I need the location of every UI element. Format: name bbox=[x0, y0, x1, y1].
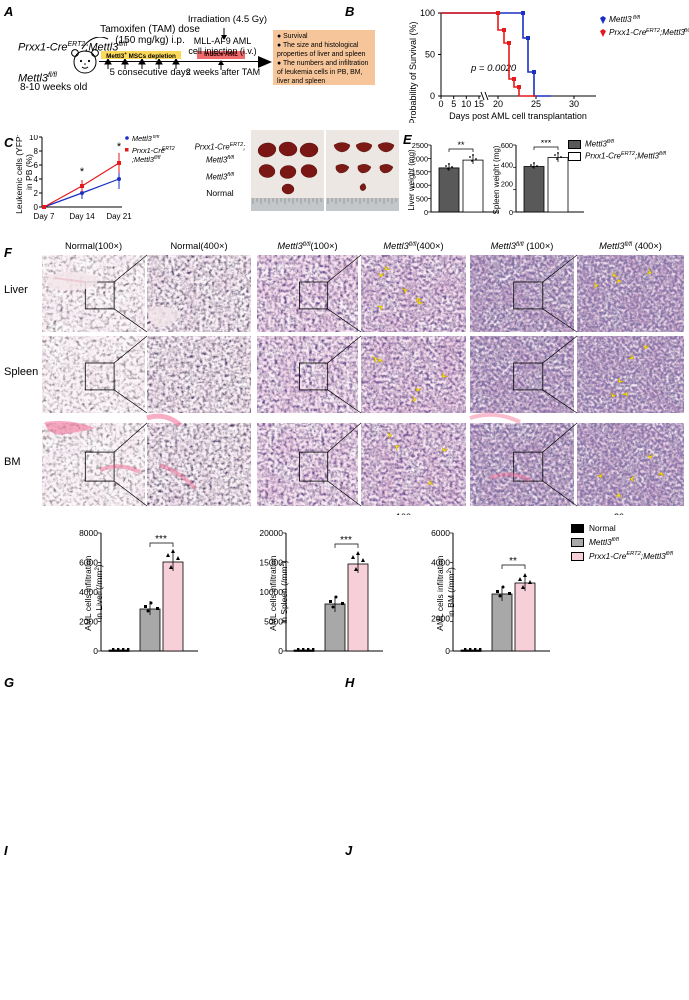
svg-text:fl/fl: fl/fl bbox=[684, 28, 689, 34]
svg-text:0: 0 bbox=[438, 99, 443, 109]
svg-text:0: 0 bbox=[34, 203, 39, 212]
svg-text:Prxx1-Cre: Prxx1-Cre bbox=[132, 146, 165, 155]
svg-text:Day 14: Day 14 bbox=[69, 212, 95, 221]
svg-text:ERT2: ERT2 bbox=[646, 28, 660, 34]
svg-text:**: ** bbox=[509, 556, 517, 567]
svg-text:p = 0.0020: p = 0.0020 bbox=[470, 63, 517, 74]
svg-text:0: 0 bbox=[93, 646, 98, 656]
svg-text:Mettl3fl/fl(400×): Mettl3fl/fl(400×) bbox=[383, 241, 443, 251]
svg-text:2: 2 bbox=[34, 189, 39, 198]
svg-text:2500: 2500 bbox=[412, 141, 428, 150]
svg-text:***: *** bbox=[541, 140, 552, 148]
svg-text:Probability of Survival (%): Probability of Survival (%) bbox=[408, 21, 418, 123]
svg-text:*: * bbox=[80, 166, 85, 178]
svg-text:***: *** bbox=[155, 534, 167, 545]
svg-text:AML cells infiltration i: AML cells infiltration in Liver (/mm2) bbox=[83, 553, 104, 631]
svg-text:30: 30 bbox=[569, 99, 579, 109]
svg-text:ERT2: ERT2 bbox=[162, 146, 175, 152]
svg-text:fl/fl: fl/fl bbox=[633, 15, 641, 21]
svg-text:Mettl3fl/fl (400×): Mettl3fl/fl (400×) bbox=[599, 241, 662, 251]
svg-text:0: 0 bbox=[430, 91, 435, 101]
svg-text:Days post AML cell transplanta: Days post AML cell transplantation bbox=[449, 111, 587, 121]
svg-text:10: 10 bbox=[29, 135, 38, 142]
svg-text:Normal(100×): Normal(100×) bbox=[65, 241, 122, 251]
svg-text:10: 10 bbox=[461, 99, 471, 109]
svg-text:fl/fl: fl/fl bbox=[154, 155, 161, 161]
svg-text:200: 200 bbox=[501, 180, 513, 189]
svg-text:100: 100 bbox=[420, 8, 435, 18]
svg-text:Mettl3fl/fl (100×): Mettl3fl/fl (100×) bbox=[491, 241, 554, 251]
svg-text:500: 500 bbox=[416, 195, 428, 204]
svg-text:;Mettl3: ;Mettl3 bbox=[132, 155, 154, 164]
svg-text:Day 7: Day 7 bbox=[34, 212, 55, 221]
svg-text:in PB (%): in PB (%) bbox=[24, 154, 34, 190]
svg-text:0: 0 bbox=[278, 646, 283, 656]
svg-text:20 µm: —: 20 µm: — bbox=[614, 512, 653, 515]
svg-text:6000: 6000 bbox=[431, 528, 450, 538]
svg-text:Liver weight (mg): Liver weight (mg) bbox=[407, 149, 416, 211]
svg-text:6: 6 bbox=[34, 161, 39, 170]
svg-text:*: * bbox=[117, 141, 122, 153]
svg-text:5: 5 bbox=[451, 99, 456, 109]
svg-text:Mettl3: Mettl3 bbox=[609, 14, 632, 24]
svg-text:Normal(400×): Normal(400×) bbox=[170, 241, 227, 251]
svg-text:4: 4 bbox=[34, 175, 39, 184]
svg-text:50: 50 bbox=[425, 50, 435, 60]
svg-text:8: 8 bbox=[34, 147, 39, 156]
svg-text:20000: 20000 bbox=[259, 528, 283, 538]
svg-text:8000: 8000 bbox=[79, 528, 98, 538]
svg-text:Spleen weight (mg): Spleen weight (mg) bbox=[492, 145, 501, 214]
svg-text:600: 600 bbox=[501, 141, 513, 150]
svg-text:100 µm: —: 100 µm: — bbox=[396, 512, 440, 515]
svg-text:**: ** bbox=[457, 140, 465, 150]
svg-text:20: 20 bbox=[493, 99, 503, 109]
svg-text:Mettl3fl/fl(100×): Mettl3fl/fl(100×) bbox=[277, 241, 337, 251]
svg-text:400: 400 bbox=[501, 160, 513, 169]
svg-text:;Mettl3: ;Mettl3 bbox=[660, 27, 685, 37]
svg-text:0: 0 bbox=[424, 208, 428, 217]
svg-text:0: 0 bbox=[445, 646, 450, 656]
svg-text:15: 15 bbox=[474, 99, 484, 109]
svg-text:***: *** bbox=[340, 535, 352, 546]
svg-text:fl/fl: fl/fl bbox=[153, 135, 160, 140]
svg-text:Prxx1-Cre: Prxx1-Cre bbox=[609, 27, 647, 37]
svg-text:Day 21: Day 21 bbox=[106, 212, 132, 221]
svg-text:25: 25 bbox=[531, 99, 541, 109]
svg-text:0: 0 bbox=[509, 208, 513, 217]
svg-text:Mettl3: Mettl3 bbox=[132, 135, 152, 143]
svg-text:Leukemic cells (YFP+): Leukemic cells (YFP+) bbox=[14, 135, 24, 214]
